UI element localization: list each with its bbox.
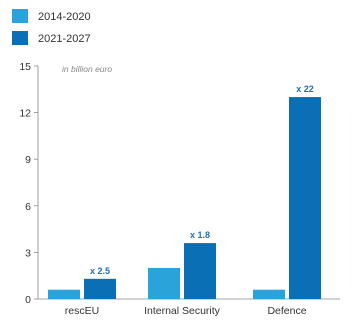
legend-label-2: 2021-2027	[38, 33, 91, 45]
bar-annotation-2: x 1.8	[190, 230, 210, 240]
legend-swatch-1	[12, 9, 28, 23]
y-tick-label-1: 3	[25, 247, 31, 259]
bar-annotation-1: x 2.5	[90, 266, 110, 276]
bar-1-3	[253, 289, 285, 299]
x-category-label-1: rescEU	[65, 305, 99, 317]
x-category-label-3: Defence	[267, 305, 306, 317]
bar-2-3	[289, 97, 321, 299]
legend-label-1: 2014-2020	[38, 11, 91, 23]
y-tick-label-2: 6	[25, 201, 31, 213]
bar-2-2	[184, 243, 216, 299]
bar-2-1	[84, 278, 116, 299]
y-tick-label-5: 15	[19, 61, 31, 73]
bar-1-1	[48, 289, 80, 299]
legend-swatch-2	[12, 31, 28, 45]
bar-1-2	[148, 267, 180, 299]
bar-annotation-3: x 22	[296, 84, 314, 94]
x-category-label-2: Internal Security	[144, 305, 221, 317]
y-tick-label-3: 9	[25, 154, 31, 166]
unit-note: in billion euro	[62, 64, 112, 74]
y-tick-label-0: 0	[25, 294, 31, 306]
y-tick-label-4: 12	[19, 108, 31, 120]
